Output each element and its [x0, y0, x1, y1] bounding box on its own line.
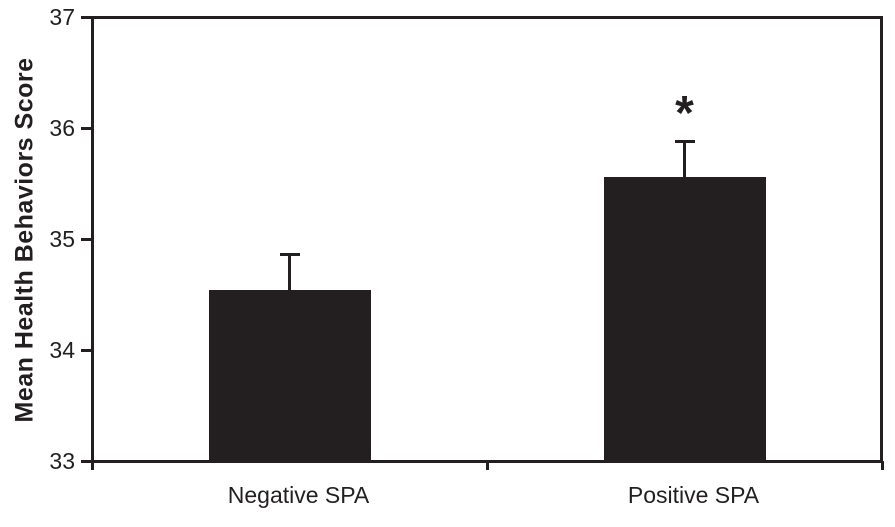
y-axis-tick-34 — [81, 348, 91, 352]
y-axis-tick-label-35: 35 — [49, 226, 75, 252]
error-bar-cap-positive-spa — [674, 139, 695, 143]
x-axis-label-negative-spa: Negative SPA — [227, 482, 370, 508]
y-axis-tick-35 — [81, 237, 91, 241]
x-axis-tick-2 — [880, 461, 884, 470]
error-bar-negative-spa — [288, 254, 291, 291]
x-axis-label-positive-spa: Positive SPA — [627, 482, 760, 508]
y-axis-tick-label-33: 33 — [49, 448, 75, 474]
y-axis-tick-label-34: 34 — [49, 337, 75, 363]
bar-positive-spa — [603, 176, 766, 463]
error-bar-positive-spa — [683, 141, 686, 177]
y-axis-tick-36 — [81, 126, 91, 130]
x-axis-tick-1 — [485, 461, 489, 470]
error-bar-cap-negative-spa — [279, 253, 300, 257]
significance-asterisk: * — [675, 87, 694, 141]
y-axis-tick-37 — [81, 15, 91, 19]
y-axis-tick-label-36: 36 — [49, 115, 75, 141]
x-axis-tick-0 — [90, 461, 94, 470]
y-axis-tick-33 — [81, 459, 91, 463]
bar-negative-spa — [208, 290, 371, 463]
y-axis-tick-label-37: 37 — [49, 4, 75, 30]
